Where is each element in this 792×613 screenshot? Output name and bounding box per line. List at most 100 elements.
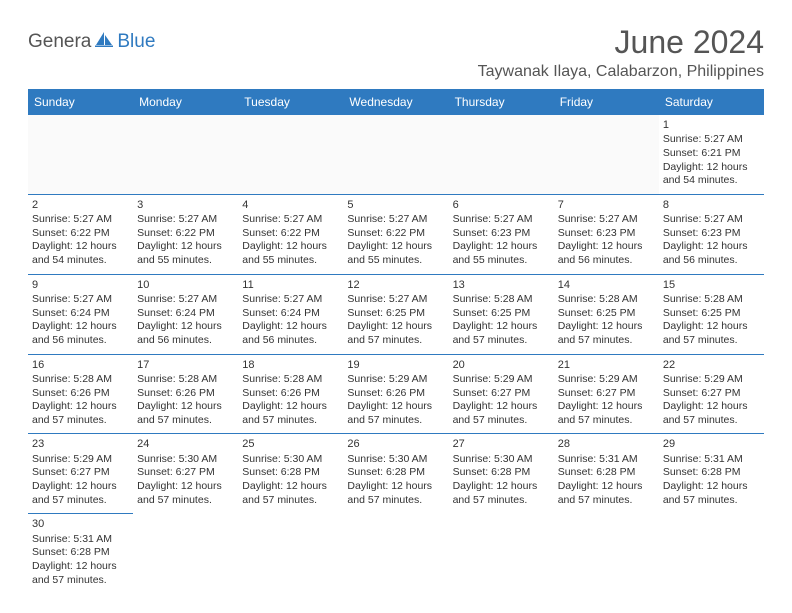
calendar-cell: 12Sunrise: 5:27 AMSunset: 6:25 PMDayligh…	[343, 274, 448, 354]
sunset-text: Sunset: 6:26 PM	[32, 387, 129, 401]
sunrise-text: Sunrise: 5:27 AM	[663, 213, 760, 227]
day-number: 2	[32, 198, 129, 212]
calendar-cell: 4Sunrise: 5:27 AMSunset: 6:22 PMDaylight…	[238, 194, 343, 274]
calendar-cell	[238, 115, 343, 194]
sunrise-text: Sunrise: 5:27 AM	[242, 213, 339, 227]
daylight-text: and 57 minutes.	[32, 574, 129, 588]
daylight-text: Daylight: 12 hours	[663, 240, 760, 254]
weekday-header: Thursday	[449, 89, 554, 115]
calendar-row: 2Sunrise: 5:27 AMSunset: 6:22 PMDaylight…	[28, 194, 764, 274]
sunrise-text: Sunrise: 5:29 AM	[558, 373, 655, 387]
daylight-text: and 56 minutes.	[558, 254, 655, 268]
sunrise-text: Sunrise: 5:31 AM	[558, 453, 655, 467]
logo: Genera Blue	[28, 30, 155, 53]
calendar-cell	[28, 115, 133, 194]
day-number: 20	[453, 358, 550, 372]
calendar-cell	[133, 115, 238, 194]
sunset-text: Sunset: 6:28 PM	[663, 466, 760, 480]
daylight-text: and 57 minutes.	[347, 414, 444, 428]
daylight-text: and 56 minutes.	[32, 334, 129, 348]
daylight-text: Daylight: 12 hours	[663, 480, 760, 494]
daylight-text: and 57 minutes.	[347, 494, 444, 508]
weekday-header: Wednesday	[343, 89, 448, 115]
day-number: 8	[663, 198, 760, 212]
sunrise-text: Sunrise: 5:27 AM	[32, 213, 129, 227]
calendar-page: Genera Blue June 2024 Taywanak Ilaya, Ca…	[0, 0, 792, 613]
day-number: 9	[32, 278, 129, 292]
sunset-text: Sunset: 6:25 PM	[558, 307, 655, 321]
daylight-text: Daylight: 12 hours	[32, 320, 129, 334]
sunrise-text: Sunrise: 5:27 AM	[137, 293, 234, 307]
day-number: 24	[137, 437, 234, 451]
calendar-cell: 10Sunrise: 5:27 AMSunset: 6:24 PMDayligh…	[133, 274, 238, 354]
sunset-text: Sunset: 6:26 PM	[347, 387, 444, 401]
calendar-cell: 20Sunrise: 5:29 AMSunset: 6:27 PMDayligh…	[449, 354, 554, 434]
sunrise-text: Sunrise: 5:30 AM	[453, 453, 550, 467]
daylight-text: and 57 minutes.	[663, 494, 760, 508]
sunrise-text: Sunrise: 5:30 AM	[347, 453, 444, 467]
day-number: 12	[347, 278, 444, 292]
daylight-text: Daylight: 12 hours	[242, 400, 339, 414]
location: Taywanak Ilaya, Calabarzon, Philippines	[478, 63, 764, 81]
calendar-cell: 13Sunrise: 5:28 AMSunset: 6:25 PMDayligh…	[449, 274, 554, 354]
day-number: 17	[137, 358, 234, 372]
sunrise-text: Sunrise: 5:30 AM	[242, 453, 339, 467]
sunset-text: Sunset: 6:28 PM	[242, 466, 339, 480]
calendar-cell: 3Sunrise: 5:27 AMSunset: 6:22 PMDaylight…	[133, 194, 238, 274]
daylight-text: and 55 minutes.	[453, 254, 550, 268]
daylight-text: and 57 minutes.	[137, 494, 234, 508]
day-number: 29	[663, 437, 760, 451]
sunrise-text: Sunrise: 5:27 AM	[558, 213, 655, 227]
sunrise-text: Sunrise: 5:29 AM	[32, 453, 129, 467]
sunset-text: Sunset: 6:24 PM	[32, 307, 129, 321]
daylight-text: Daylight: 12 hours	[347, 400, 444, 414]
daylight-text: and 57 minutes.	[558, 334, 655, 348]
sunset-text: Sunset: 6:25 PM	[453, 307, 550, 321]
sunset-text: Sunset: 6:27 PM	[453, 387, 550, 401]
calendar-row: 23Sunrise: 5:29 AMSunset: 6:27 PMDayligh…	[28, 434, 764, 514]
calendar-cell: 25Sunrise: 5:30 AMSunset: 6:28 PMDayligh…	[238, 434, 343, 514]
daylight-text: and 57 minutes.	[242, 494, 339, 508]
daylight-text: and 57 minutes.	[453, 494, 550, 508]
sunset-text: Sunset: 6:23 PM	[453, 227, 550, 241]
calendar-cell: 2Sunrise: 5:27 AMSunset: 6:22 PMDaylight…	[28, 194, 133, 274]
sunset-text: Sunset: 6:27 PM	[558, 387, 655, 401]
day-number: 7	[558, 198, 655, 212]
weekday-header: Friday	[554, 89, 659, 115]
calendar-cell: 9Sunrise: 5:27 AMSunset: 6:24 PMDaylight…	[28, 274, 133, 354]
day-number: 26	[347, 437, 444, 451]
calendar-cell	[343, 115, 448, 194]
sunset-text: Sunset: 6:22 PM	[347, 227, 444, 241]
calendar-cell: 8Sunrise: 5:27 AMSunset: 6:23 PMDaylight…	[659, 194, 764, 274]
sunrise-text: Sunrise: 5:27 AM	[347, 293, 444, 307]
daylight-text: Daylight: 12 hours	[663, 161, 760, 175]
calendar-cell	[343, 514, 448, 593]
sunrise-text: Sunrise: 5:28 AM	[558, 293, 655, 307]
sunset-text: Sunset: 6:22 PM	[242, 227, 339, 241]
sunset-text: Sunset: 6:27 PM	[137, 466, 234, 480]
daylight-text: and 57 minutes.	[453, 414, 550, 428]
daylight-text: Daylight: 12 hours	[558, 480, 655, 494]
sunset-text: Sunset: 6:28 PM	[347, 466, 444, 480]
sunset-text: Sunset: 6:23 PM	[663, 227, 760, 241]
daylight-text: and 54 minutes.	[663, 174, 760, 188]
calendar-cell	[554, 115, 659, 194]
daylight-text: and 55 minutes.	[137, 254, 234, 268]
sunset-text: Sunset: 6:22 PM	[32, 227, 129, 241]
sail-icon	[94, 30, 114, 53]
calendar-cell: 29Sunrise: 5:31 AMSunset: 6:28 PMDayligh…	[659, 434, 764, 514]
calendar-cell	[449, 115, 554, 194]
sunrise-text: Sunrise: 5:28 AM	[137, 373, 234, 387]
calendar-cell: 27Sunrise: 5:30 AMSunset: 6:28 PMDayligh…	[449, 434, 554, 514]
day-number: 6	[453, 198, 550, 212]
daylight-text: Daylight: 12 hours	[242, 480, 339, 494]
daylight-text: and 57 minutes.	[558, 494, 655, 508]
daylight-text: Daylight: 12 hours	[558, 320, 655, 334]
calendar-cell: 18Sunrise: 5:28 AMSunset: 6:26 PMDayligh…	[238, 354, 343, 434]
sunset-text: Sunset: 6:28 PM	[558, 466, 655, 480]
day-number: 22	[663, 358, 760, 372]
sunset-text: Sunset: 6:23 PM	[558, 227, 655, 241]
daylight-text: and 57 minutes.	[32, 414, 129, 428]
logo-text-general: Genera	[28, 31, 91, 53]
daylight-text: Daylight: 12 hours	[32, 480, 129, 494]
